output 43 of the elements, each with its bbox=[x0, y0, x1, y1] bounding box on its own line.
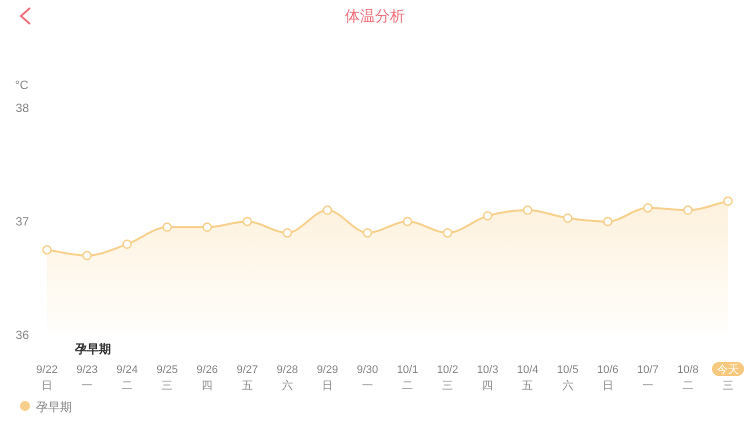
point bbox=[603, 216, 613, 226]
x-tick-label: 9/25 三 bbox=[156, 364, 178, 392]
point bbox=[42, 245, 52, 255]
x-tick-label: 9/29 日 bbox=[316, 364, 338, 392]
x-tick-label: 10/1 二 bbox=[396, 364, 418, 392]
point bbox=[242, 216, 252, 226]
x-tick-label: 9/24 二 bbox=[116, 364, 138, 392]
point bbox=[482, 211, 492, 221]
x-tick-label: 9/22 日 bbox=[36, 364, 58, 392]
point bbox=[82, 250, 92, 260]
x-tick-label: 9/26 四 bbox=[196, 364, 218, 392]
x-tick-label: 10/5 六 bbox=[557, 364, 578, 392]
point bbox=[162, 222, 172, 232]
point bbox=[282, 228, 292, 238]
point bbox=[563, 213, 573, 223]
x-tick-label: 10/4 五 bbox=[516, 364, 538, 392]
y-tick-label: 38 bbox=[16, 101, 30, 115]
x-tick-label: 10/8 二 bbox=[677, 364, 699, 392]
x-tick-label: 9/27 五 bbox=[236, 364, 258, 392]
chart-title: 体温分析 bbox=[345, 8, 405, 25]
x-tick-label: 9/28 六 bbox=[276, 364, 298, 392]
y-tick-label: 37 bbox=[16, 214, 30, 228]
point bbox=[362, 228, 372, 238]
point bbox=[643, 203, 653, 213]
point bbox=[402, 216, 412, 226]
point bbox=[122, 239, 132, 249]
x-tick-label: 10/2 三 bbox=[436, 364, 458, 392]
x-tick-label: 今天三 bbox=[717, 364, 739, 392]
point bbox=[202, 222, 212, 232]
y-tick-label: 36 bbox=[16, 328, 30, 342]
point bbox=[723, 196, 733, 206]
x-tick-label: 10/6 日 bbox=[597, 364, 619, 392]
x-tick-label: 9/30 一 bbox=[356, 364, 378, 392]
point bbox=[522, 205, 532, 215]
y-axis-title: °C bbox=[15, 78, 29, 92]
x-tick-label: 10/3 四 bbox=[476, 364, 498, 392]
legend-label: 孕早期 bbox=[36, 400, 72, 414]
point bbox=[322, 205, 332, 215]
text: 孕早期 bbox=[74, 342, 112, 356]
point bbox=[442, 228, 452, 238]
point bbox=[683, 205, 693, 215]
x-tick-label: 10/7 一 bbox=[637, 364, 659, 392]
x-tick-label: 9/23 一 bbox=[76, 364, 98, 392]
